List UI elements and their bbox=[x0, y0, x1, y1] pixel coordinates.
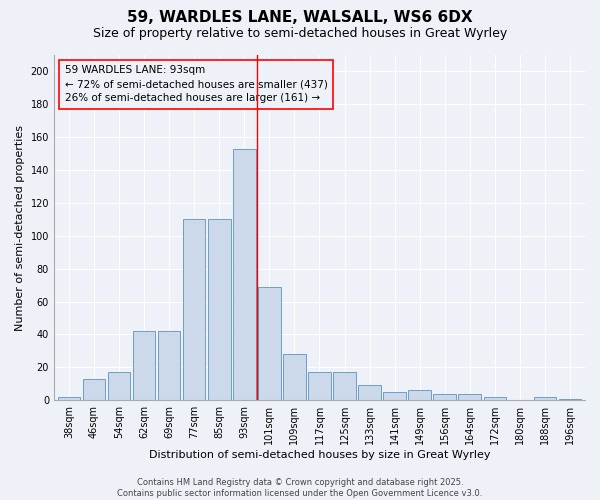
Bar bbox=[409, 390, 431, 400]
Bar bbox=[433, 394, 456, 400]
Text: 59, WARDLES LANE, WALSALL, WS6 6DX: 59, WARDLES LANE, WALSALL, WS6 6DX bbox=[127, 10, 473, 25]
Bar bbox=[133, 331, 155, 400]
Bar bbox=[484, 397, 506, 400]
Bar bbox=[183, 220, 205, 400]
Bar bbox=[358, 386, 381, 400]
Bar bbox=[308, 372, 331, 400]
Text: Size of property relative to semi-detached houses in Great Wyrley: Size of property relative to semi-detach… bbox=[93, 28, 507, 40]
Bar bbox=[333, 372, 356, 400]
Text: 59 WARDLES LANE: 93sqm
← 72% of semi-detached houses are smaller (437)
26% of se: 59 WARDLES LANE: 93sqm ← 72% of semi-det… bbox=[65, 66, 328, 104]
Bar bbox=[458, 394, 481, 400]
Bar bbox=[233, 148, 256, 400]
Bar bbox=[158, 331, 181, 400]
Bar bbox=[83, 379, 105, 400]
Text: Contains HM Land Registry data © Crown copyright and database right 2025.
Contai: Contains HM Land Registry data © Crown c… bbox=[118, 478, 482, 498]
X-axis label: Distribution of semi-detached houses by size in Great Wyrley: Distribution of semi-detached houses by … bbox=[149, 450, 490, 460]
Bar bbox=[283, 354, 305, 400]
Bar bbox=[533, 397, 556, 400]
Y-axis label: Number of semi-detached properties: Number of semi-detached properties bbox=[15, 124, 25, 330]
Bar bbox=[208, 220, 230, 400]
Bar bbox=[559, 398, 581, 400]
Bar bbox=[108, 372, 130, 400]
Bar bbox=[383, 392, 406, 400]
Bar bbox=[58, 397, 80, 400]
Bar bbox=[258, 287, 281, 400]
